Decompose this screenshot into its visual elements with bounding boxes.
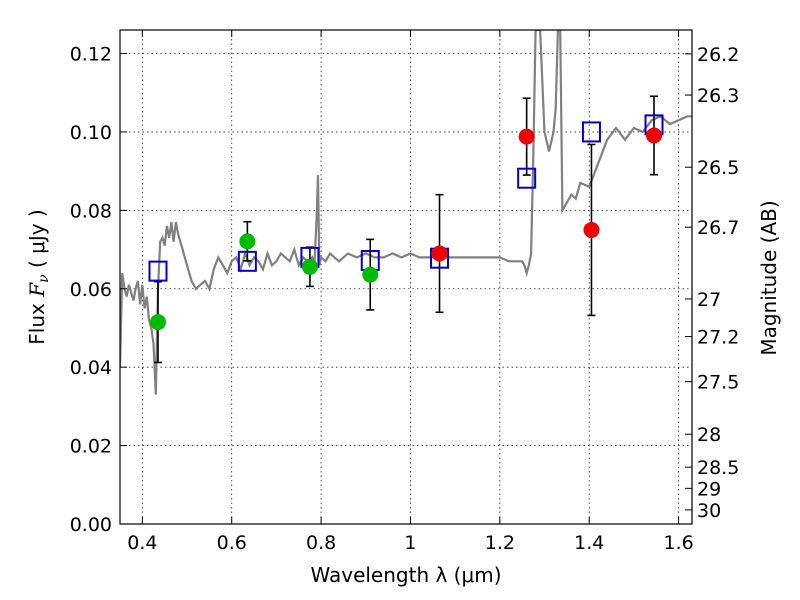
photometry-point [518, 128, 535, 145]
x-axis-title: Wavelength λ (μm) [310, 563, 501, 587]
magnitude-tick-label: 26.7 [697, 217, 739, 239]
model-spectrum-layer [120, 30, 692, 395]
y-axis-title: Flux Fν ( μJy ) [25, 209, 52, 344]
y-tick-label: 0.02 [70, 436, 112, 458]
photometry-point [362, 266, 379, 283]
y-tick-label: 0.00 [70, 514, 112, 536]
x-tick-label: 0.8 [306, 532, 336, 554]
x-tick-label: 1 [404, 532, 416, 554]
magnitude-tick-label: 27 [697, 289, 721, 311]
grid-lines [120, 30, 692, 525]
plot-frame [119, 29, 693, 525]
x-tick-label: 1.6 [663, 532, 693, 554]
y-tick-label: 0.12 [70, 44, 112, 66]
photometry-point [301, 258, 318, 275]
photometry-point [239, 233, 256, 250]
x-axis-ticks: 0.4 0.6 0.8 1 1.2 1.4 1.6 [127, 30, 694, 554]
photometry-point [149, 314, 166, 331]
photometry-point [583, 221, 600, 238]
model-photometry-square [517, 167, 537, 189]
x-tick-label: 0.4 [127, 532, 157, 554]
magnitude-tick-label: 29 [697, 478, 721, 500]
model-photometry-square [581, 121, 601, 143]
y-tick-label: 0.10 [70, 122, 112, 144]
y-axis-ticks: 0.00 0.02 0.04 0.06 0.08 0.10 0.12 [70, 44, 127, 536]
magnitude-tick-label: 28.5 [697, 457, 739, 479]
magnitude-axis-title: Magnitude (AB) [757, 200, 781, 355]
magnitude-tick-label: 27.2 [697, 327, 739, 349]
model-photometry-square [237, 250, 257, 272]
magnitude-tick-label: 26.5 [697, 157, 739, 179]
magnitude-tick-label: 27.5 [697, 372, 739, 394]
x-tick-label: 1.4 [574, 532, 604, 554]
model-spectrum-line [120, 30, 692, 395]
photometry-point [646, 127, 663, 144]
magnitude-tick-label: 26.3 [697, 85, 739, 107]
model-photometry-square [148, 260, 168, 282]
magnitude-tick-label: 26.2 [697, 44, 739, 66]
photometry-point [431, 245, 448, 262]
y-tick-label: 0.04 [70, 357, 112, 379]
magnitude-tick-label: 28 [697, 424, 721, 446]
y-tick-label: 0.08 [70, 200, 112, 222]
data-markers [148, 114, 664, 331]
magnitude-tick-label: 30 [697, 500, 721, 522]
y-tick-label: 0.06 [70, 279, 112, 301]
x-tick-label: 0.6 [217, 532, 247, 554]
x-tick-label: 1.2 [485, 532, 515, 554]
